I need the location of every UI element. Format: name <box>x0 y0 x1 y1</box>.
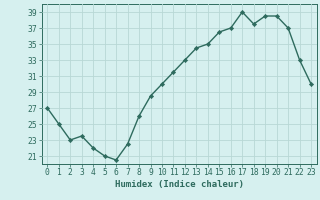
X-axis label: Humidex (Indice chaleur): Humidex (Indice chaleur) <box>115 180 244 189</box>
